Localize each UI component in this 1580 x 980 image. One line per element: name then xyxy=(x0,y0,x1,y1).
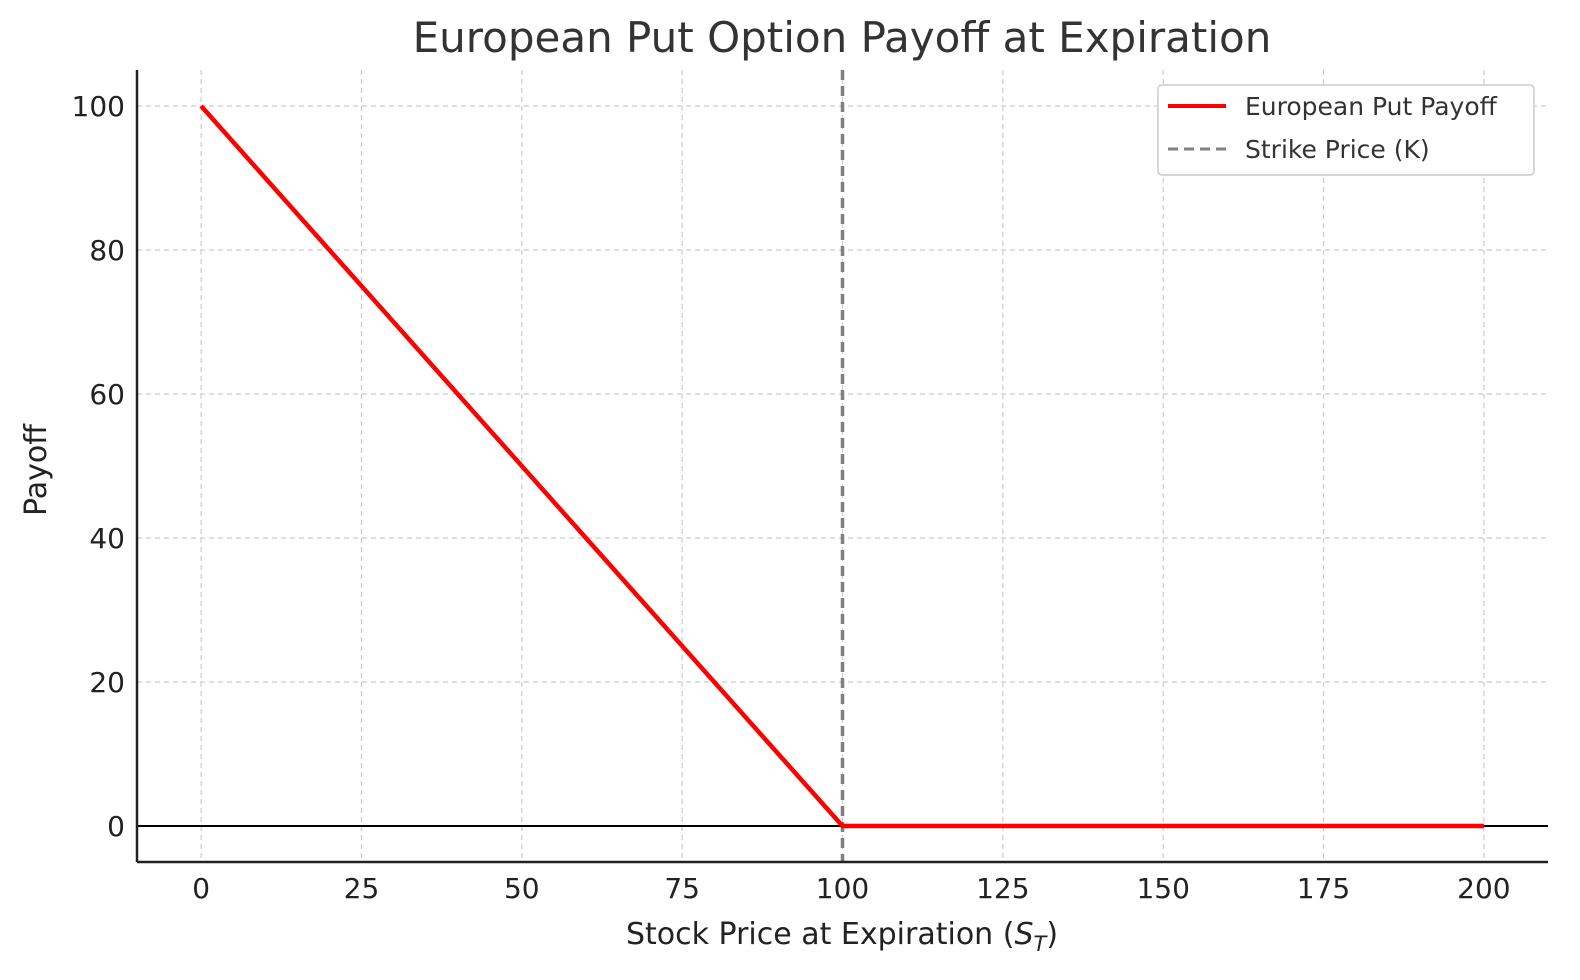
x-tick-label: 100 xyxy=(816,872,869,905)
legend: European Put Payoff Strike Price (K) xyxy=(1157,84,1535,176)
chart-title: European Put Option Payoff at Expiration xyxy=(413,13,1272,62)
tick-labels: 0 25 50 75 100 125 150 175 200 0 20 40 60 80 100 xyxy=(72,90,1511,905)
x-tick-label: 75 xyxy=(664,872,700,905)
x-axis-label: Stock Price at Expiration (ST) xyxy=(626,917,1058,956)
y-tick-label: 0 xyxy=(107,810,125,843)
y-tick-label: 40 xyxy=(89,522,125,555)
x-tick-label: 200 xyxy=(1457,872,1510,905)
y-axis-label: Payoff xyxy=(19,423,54,516)
axes xyxy=(135,70,1548,864)
y-tick-label: 80 xyxy=(89,234,125,267)
series-line-put-payoff xyxy=(199,104,1484,829)
legend-label-strike-price: Strike Price (K) xyxy=(1245,135,1430,164)
x-tick-label: 150 xyxy=(1136,872,1189,905)
x-tick-label: 50 xyxy=(504,872,540,905)
legend-box xyxy=(1157,84,1535,176)
y-tick-label: 20 xyxy=(89,666,125,699)
legend-label-put-payoff: European Put Payoff xyxy=(1245,92,1498,121)
x-tick-label: 125 xyxy=(976,872,1029,905)
x-tick-label: 175 xyxy=(1297,872,1350,905)
x-tick-label: 0 xyxy=(192,872,210,905)
x-tick-label: 25 xyxy=(344,872,380,905)
y-tick-label: 60 xyxy=(89,378,125,411)
y-tick-label: 100 xyxy=(72,90,125,123)
series-layer xyxy=(199,104,1484,829)
